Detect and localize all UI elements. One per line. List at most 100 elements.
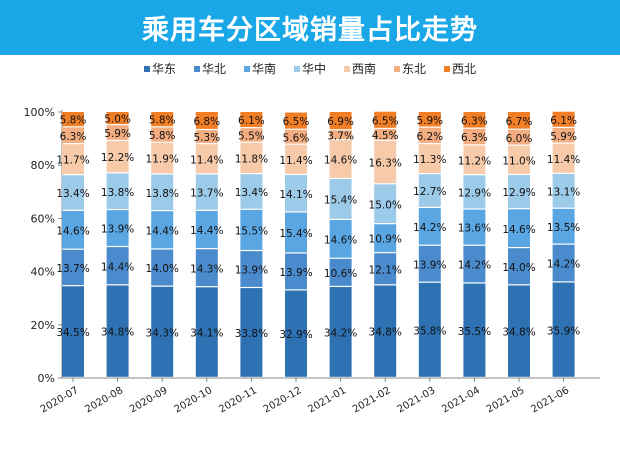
- bar-segment: [285, 175, 307, 212]
- bar-segment: [106, 140, 129, 173]
- bar-segment: [285, 112, 307, 129]
- bar-segment: [374, 111, 397, 128]
- data-label: 33.8%: [235, 328, 268, 340]
- data-label: 14.4%: [101, 261, 134, 273]
- data-label: 13.5%: [547, 222, 580, 234]
- y-tick-label: 0%: [38, 372, 55, 385]
- data-label: 13.9%: [279, 267, 312, 279]
- data-label: 34.8%: [369, 327, 402, 339]
- bar-segment: [106, 173, 129, 209]
- bar-segment: [151, 112, 174, 127]
- data-label: 5.0%: [104, 114, 131, 126]
- bar-segment: [240, 209, 263, 250]
- x-tick-label: 2021-01: [306, 385, 348, 415]
- bar-segment: [285, 129, 307, 144]
- bar-segment: [418, 245, 441, 282]
- data-label: 6.3%: [461, 115, 488, 127]
- data-label: 14.0%: [502, 262, 535, 274]
- data-label: 13.9%: [413, 259, 446, 271]
- data-label: 6.0%: [506, 133, 533, 145]
- data-label: 14.2%: [458, 260, 491, 272]
- bar-segment: [62, 144, 84, 175]
- data-label: 32.9%: [279, 329, 312, 341]
- bar-segment: [329, 258, 352, 286]
- legend-item: 华东: [143, 60, 176, 77]
- bar-segment: [463, 112, 486, 128]
- data-label: 6.1%: [550, 115, 577, 127]
- legend-label: 华南: [251, 62, 276, 76]
- bar-segment: [285, 144, 307, 174]
- bar-segment: [240, 251, 263, 287]
- bar-segment: [240, 174, 263, 209]
- data-label: 13.8%: [146, 188, 179, 200]
- x-tick-label: 2020-07: [39, 385, 81, 415]
- data-label: 13.8%: [101, 187, 134, 199]
- x-tick-label: 2021-02: [351, 385, 393, 415]
- data-label: 3.7%: [327, 130, 354, 142]
- data-label: 11.4%: [547, 154, 580, 166]
- y-tick-label: 20%: [31, 319, 55, 332]
- data-label: 11.0%: [502, 155, 535, 167]
- data-label: 15.0%: [369, 199, 402, 211]
- data-label: 14.3%: [190, 263, 223, 275]
- data-label: 34.1%: [190, 328, 223, 340]
- legend-item: 华中: [293, 60, 326, 77]
- data-label: 14.4%: [190, 225, 223, 237]
- bar-segment: [508, 248, 530, 285]
- bar-segment: [552, 111, 575, 127]
- bar-segment: [62, 127, 84, 143]
- data-label: 35.8%: [413, 325, 446, 337]
- data-label: 6.7%: [506, 116, 533, 128]
- bar-segment: [374, 140, 397, 184]
- legend-label: 西南: [352, 62, 377, 76]
- bar-segment: [240, 112, 263, 128]
- x-tick-label: 2020-09: [128, 385, 170, 415]
- bar-segment: [151, 286, 174, 377]
- data-label: 14.6%: [324, 234, 357, 246]
- legend-swatch: [394, 65, 401, 72]
- bar-segment: [195, 287, 218, 377]
- data-label: 16.3%: [369, 158, 402, 170]
- bar-segment: [508, 175, 530, 209]
- data-label: 13.9%: [101, 224, 134, 236]
- bar-segment: [552, 127, 575, 143]
- bar-segment: [329, 112, 352, 130]
- data-label: 14.6%: [502, 224, 535, 236]
- data-label: 5.3%: [193, 132, 220, 144]
- bar-segment: [374, 224, 397, 253]
- legend-item: 西北: [444, 60, 476, 77]
- data-label: 14.6%: [324, 155, 357, 167]
- bar-segment: [151, 127, 174, 142]
- bar-segment: [463, 245, 486, 283]
- bar-segment: [285, 253, 307, 290]
- x-tick-label: 2020-10: [173, 385, 215, 415]
- data-label: 4.5%: [372, 130, 399, 142]
- bar-segment: [106, 285, 129, 377]
- bar-segment: [195, 112, 218, 129]
- data-label: 10.9%: [369, 234, 402, 246]
- data-label: 14.4%: [146, 225, 179, 237]
- x-tick-label: 2020-12: [262, 385, 304, 415]
- bar-segment: [552, 143, 575, 173]
- data-label: 14.0%: [146, 263, 179, 275]
- data-label: 13.7%: [56, 263, 89, 275]
- bar-segment: [329, 179, 352, 219]
- data-label: 11.8%: [235, 154, 268, 166]
- bar-segment: [151, 142, 174, 174]
- bar-segment: [374, 253, 397, 285]
- data-label: 13.9%: [235, 265, 268, 277]
- legend: 华东 华北 华南 华中 西南 东北 西北: [0, 60, 620, 77]
- bar-segment: [552, 173, 575, 208]
- data-label: 14.6%: [56, 225, 89, 237]
- bar-segment: [106, 112, 129, 125]
- bar-segment: [240, 128, 263, 142]
- bar-segment: [508, 145, 530, 174]
- legend-swatch: [243, 65, 250, 72]
- bar-segment: [106, 247, 129, 285]
- bar-segment: [195, 249, 218, 287]
- bar-segment: [508, 285, 530, 377]
- bar-segment: [418, 208, 441, 245]
- title-bar: 乘用车分区域销量占比走势: [0, 0, 620, 55]
- legend-swatch: [193, 65, 200, 72]
